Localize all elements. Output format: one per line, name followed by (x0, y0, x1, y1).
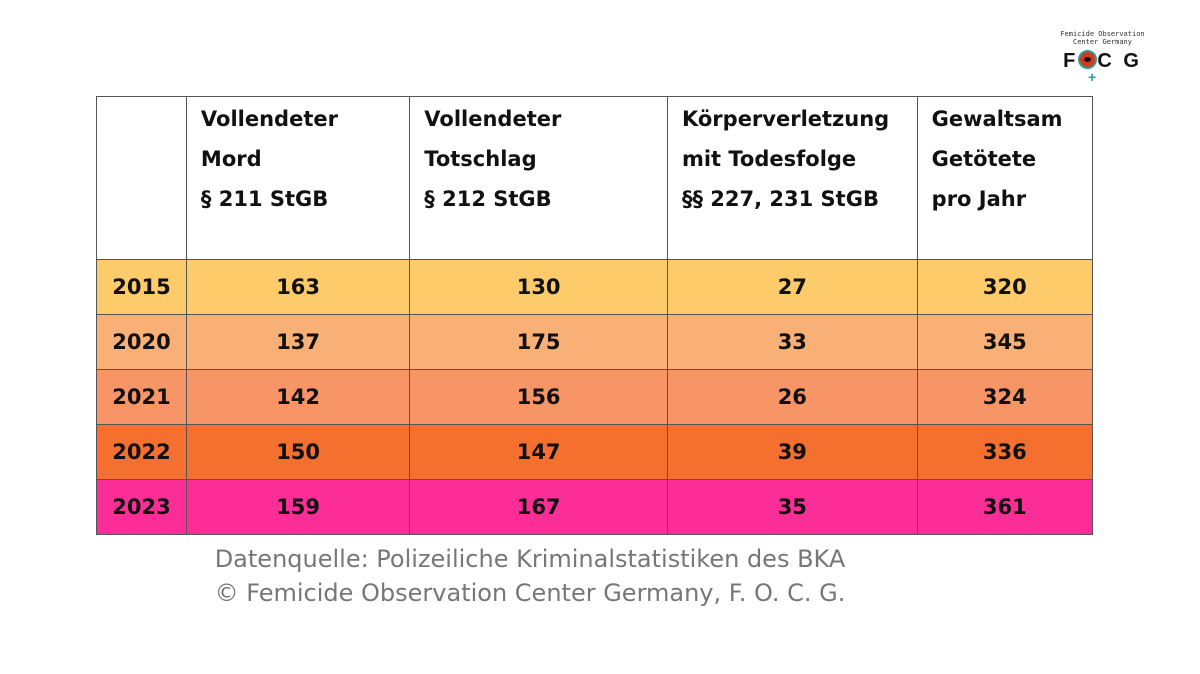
source-note: Datenquelle: Polizeiliche Kriminalstatis… (180, 542, 880, 610)
source-line1: Datenquelle: Polizeiliche Kriminalstatis… (214, 545, 846, 573)
value-cell: 130 (409, 259, 668, 315)
value-cell: 137 (185, 314, 411, 370)
value-cell: 27 (666, 259, 918, 315)
year-cell: 2023 (96, 479, 187, 535)
column-header-line: §§ 227, 231 StGB (681, 187, 879, 211)
year-cell: 2020 (96, 314, 187, 370)
year-cell: 2022 (96, 424, 187, 480)
value-cell: 159 (185, 479, 411, 535)
value-cell: 35 (666, 479, 918, 535)
table-row: 2023 159 167 35 361 (96, 479, 1094, 535)
value-cell: 39 (666, 424, 918, 480)
value-cell: 320 (916, 259, 1094, 315)
logo-line1: Femicide Observation (1060, 30, 1145, 38)
year-cell: 2015 (96, 259, 187, 315)
value-cell: 150 (185, 424, 411, 480)
value-cell: 324 (916, 369, 1094, 425)
column-header: Vollendeter Totschlag § 212 StGB (409, 96, 668, 260)
column-header-line: Vollendeter Mord (200, 107, 338, 171)
year-cell: 2021 (96, 369, 187, 425)
column-header-line: Gewaltsam (931, 107, 1063, 131)
column-header: Körperverletzung mit Todesfolge §§ 227, 23… (666, 96, 918, 260)
venus-cross-icon: + (1088, 69, 1100, 85)
column-header-line: § 211 StGB (200, 187, 329, 211)
value-cell: 175 (409, 314, 668, 370)
data-table: Vollendeter Mord § 211 StGB Vollendeter To… (96, 96, 1094, 535)
value-cell: 163 (185, 259, 411, 315)
column-header-line: Getötete (931, 147, 1037, 171)
column-header (96, 96, 187, 260)
table-row: 2015 163 130 27 320 (96, 259, 1094, 315)
column-header-line: mit Todesfolge (681, 147, 857, 171)
column-header: Gewaltsam Getötete pro Jahr (916, 96, 1094, 260)
table-row: 2022 150 147 39 336 (96, 424, 1094, 480)
column-header-line: Körperverletzung (681, 107, 890, 131)
value-cell: 361 (916, 479, 1094, 535)
table-row: 2020 137 175 33 345 (96, 314, 1094, 370)
logo-line2: Center Germany (1072, 38, 1132, 46)
column-header-line: § 212 StGB (424, 187, 552, 211)
column-header-line: Vollendeter Totschlag (424, 107, 562, 171)
table-row: 2021 142 156 26 324 (96, 369, 1094, 425)
value-cell: 147 (409, 424, 668, 480)
column-header: Vollendeter Mord § 211 StGB (185, 96, 411, 260)
value-cell: 33 (666, 314, 918, 370)
value-cell: 156 (409, 369, 668, 425)
value-cell: 26 (666, 369, 918, 425)
value-cell: 336 (916, 424, 1094, 480)
header-row: Vollendeter Mord § 211 StGB Vollendeter To… (96, 96, 1094, 260)
value-cell: 142 (185, 369, 411, 425)
value-cell: 167 (409, 479, 668, 535)
value-cell: 345 (916, 314, 1094, 370)
column-header-line: pro Jahr (931, 187, 1027, 211)
copyright-line: © Femicide Observation Center Germany, F… (214, 579, 846, 607)
eye-icon (1078, 50, 1098, 69)
